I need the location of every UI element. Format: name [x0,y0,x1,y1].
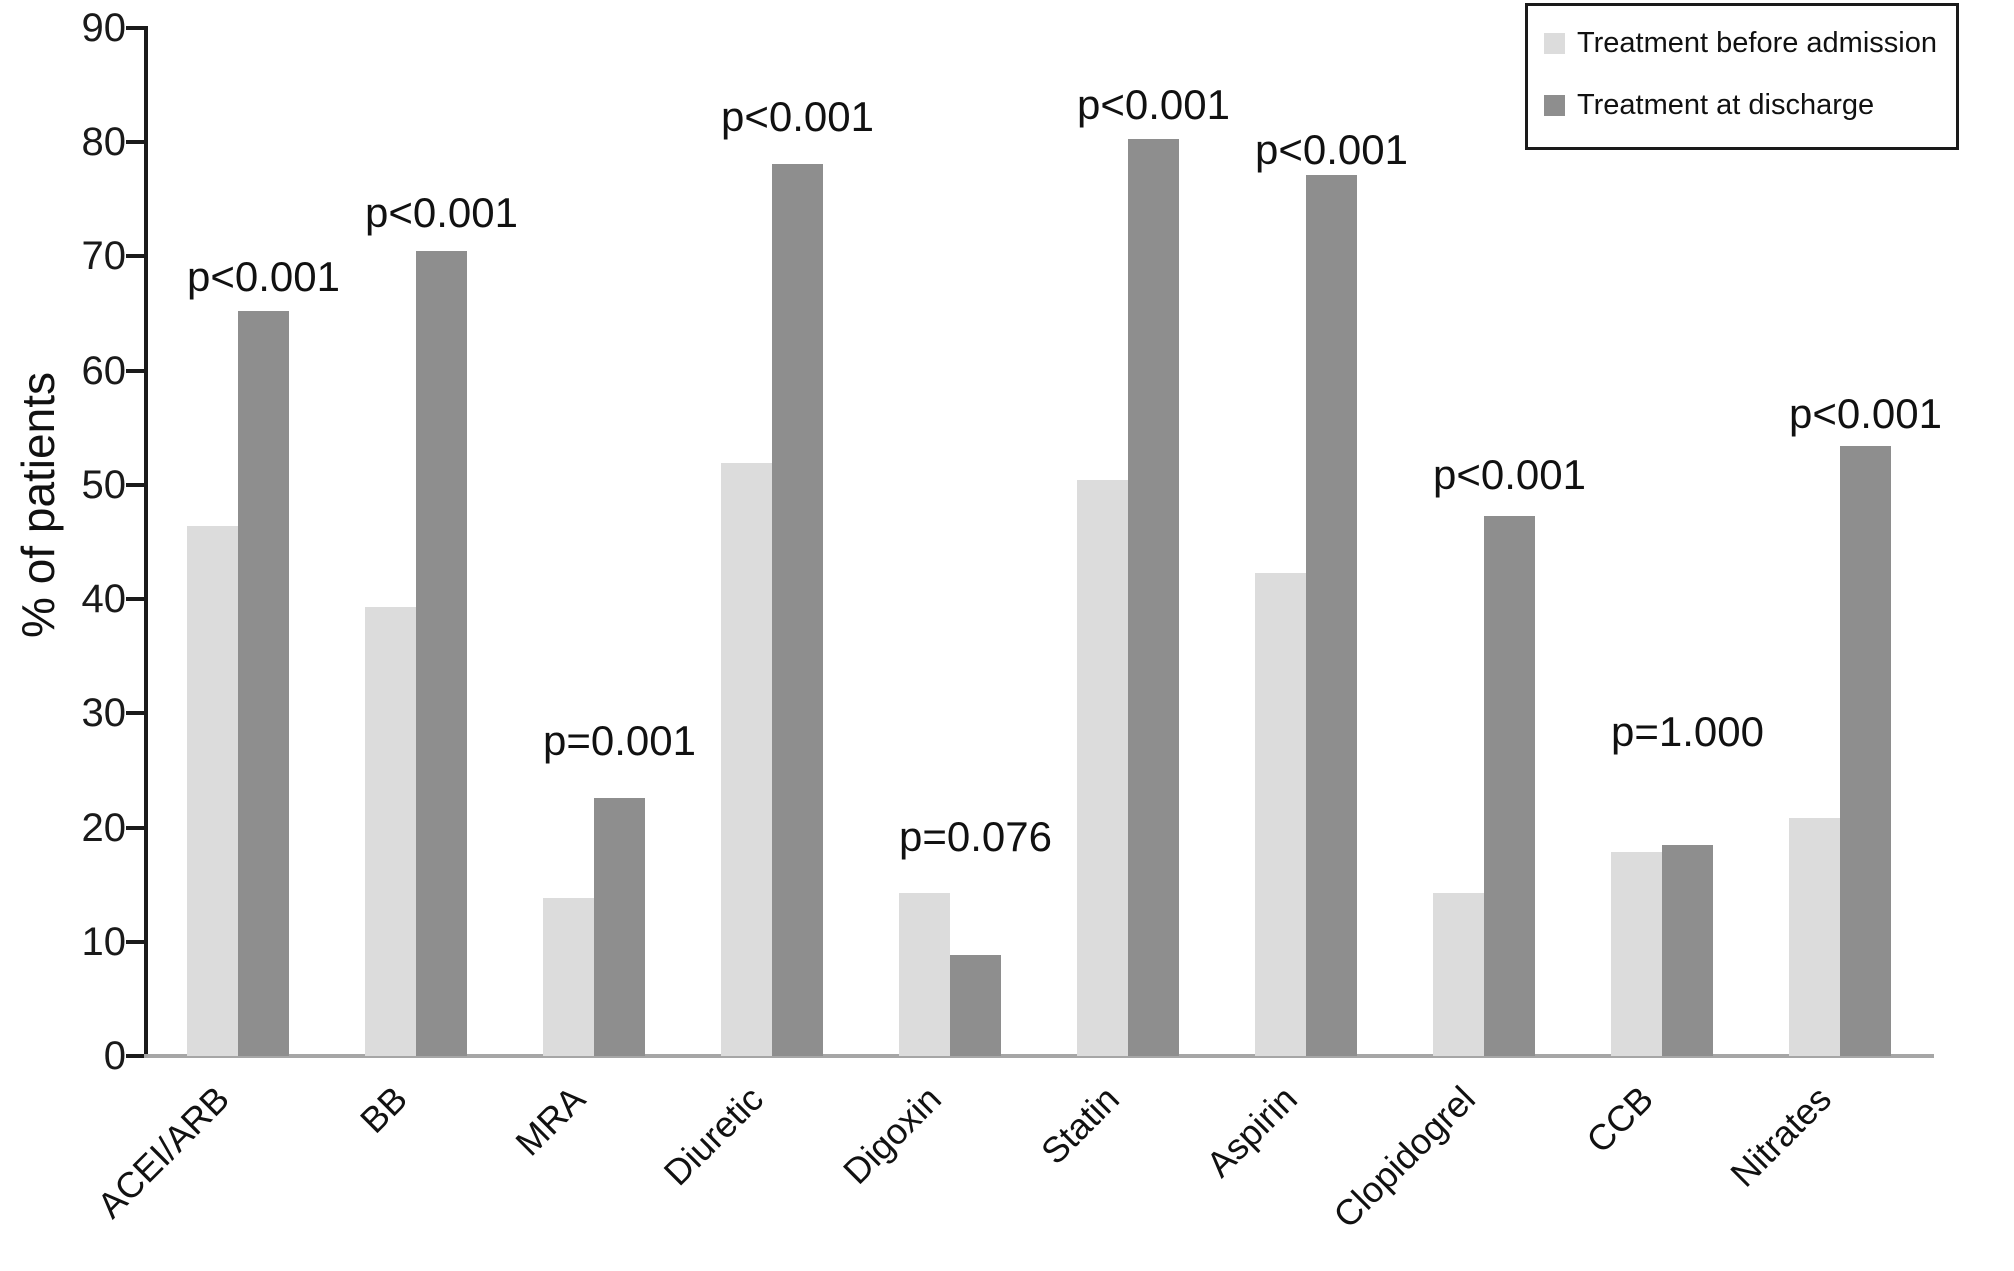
y-tick-label-60: 60 [81,348,127,393]
bar-before-admission-Digoxin [899,892,950,1056]
bar-before-admission-Statin [1077,480,1128,1056]
bar-before-admission-Diuretic [721,463,772,1056]
legend-item-before-admission: Treatment before admission [1544,27,1952,60]
p-value-label-Clopidogrel: p<0.001 [1433,450,1586,498]
p-value-label-CCB: p=1.000 [1611,707,1764,755]
p-value-label-Diuretic: p<0.001 [721,93,874,141]
bar-at-discharge-Statin [1128,138,1179,1056]
bar-at-discharge-MRA [594,797,645,1056]
bar-at-discharge-Digoxin [950,955,1001,1056]
y-tick-30 [126,711,144,716]
x-category-label-CCB: CCB [1578,1078,1661,1161]
y-tick-label-10: 10 [81,919,127,964]
legend: Treatment before admission Treatment at … [1525,3,1959,150]
bar-before-admission-Aspirin [1255,572,1306,1056]
bar-at-discharge-Diuretic [772,163,823,1056]
y-axis-line [144,26,148,1058]
x-category-label-Clopidogrel: Clopidogrel [1325,1078,1483,1236]
p-value-label-Nitrates: p<0.001 [1789,390,1942,438]
p-value-label-Digoxin: p=0.076 [899,812,1052,860]
x-category-label-Aspirin: Aspirin [1198,1078,1305,1185]
y-tick-label-90: 90 [81,6,127,50]
y-tick-10 [126,939,144,944]
legend-label-before-admission: Treatment before admission [1577,26,1937,59]
bar-at-discharge-Nitrates [1840,446,1891,1056]
bar-before-admission-Clopidogrel [1433,892,1484,1056]
y-tick-0 [126,1054,144,1058]
p-value-label-Aspirin: p<0.001 [1255,126,1408,174]
legend-swatch-at-discharge-icon [1544,95,1565,117]
p-value-label-MRA: p=0.001 [543,716,696,764]
y-tick-90 [126,26,144,30]
x-category-label-ACEI/ARB: ACEI/ARB [89,1078,237,1226]
bar-at-discharge-Clopidogrel [1484,515,1535,1056]
y-tick-label-70: 70 [81,234,127,279]
bar-before-admission-ACEI/ARB [187,526,238,1056]
x-category-label-Digoxin: Digoxin [835,1078,949,1192]
y-tick-80 [126,140,144,145]
y-tick-label-20: 20 [81,805,127,850]
y-tick-label-30: 30 [81,691,127,736]
bar-before-admission-MRA [543,898,594,1056]
bar-at-discharge-Aspirin [1306,175,1357,1056]
y-tick-70 [126,254,144,259]
x-axis-baseline [144,1054,1934,1058]
bar-at-discharge-BB [416,250,467,1056]
bar-before-admission-BB [365,607,416,1056]
legend-swatch-before-admission-icon [1544,32,1565,54]
x-category-label-BB: BB [352,1078,415,1141]
y-tick-label-40: 40 [81,577,127,622]
x-category-label-Nitrates: Nitrates [1722,1078,1839,1195]
x-category-label-Statin: Statin [1032,1078,1127,1173]
legend-item-at-discharge: Treatment at discharge [1544,89,1952,122]
y-tick-20 [126,825,144,830]
bar-at-discharge-ACEI/ARB [238,311,289,1056]
p-value-label-ACEI/ARB: p<0.001 [187,253,340,300]
y-tick-50 [126,482,144,487]
p-value-label-BB: p<0.001 [365,189,518,237]
x-category-label-Diuretic: Diuretic [655,1078,771,1194]
bar-before-admission-Nitrates [1789,818,1840,1056]
y-tick-40 [126,597,144,602]
y-tick-60 [126,368,144,373]
y-tick-label-0: 0 [103,1034,126,1078]
bar-at-discharge-CCB [1662,844,1713,1056]
p-value-label-Statin: p<0.001 [1077,80,1230,128]
legend-label-at-discharge: Treatment at discharge [1577,89,1875,122]
y-tick-label-50: 50 [81,462,127,507]
bar-before-admission-CCB [1611,851,1662,1056]
y-tick-label-80: 80 [81,120,127,165]
x-category-label-MRA: MRA [507,1078,593,1164]
